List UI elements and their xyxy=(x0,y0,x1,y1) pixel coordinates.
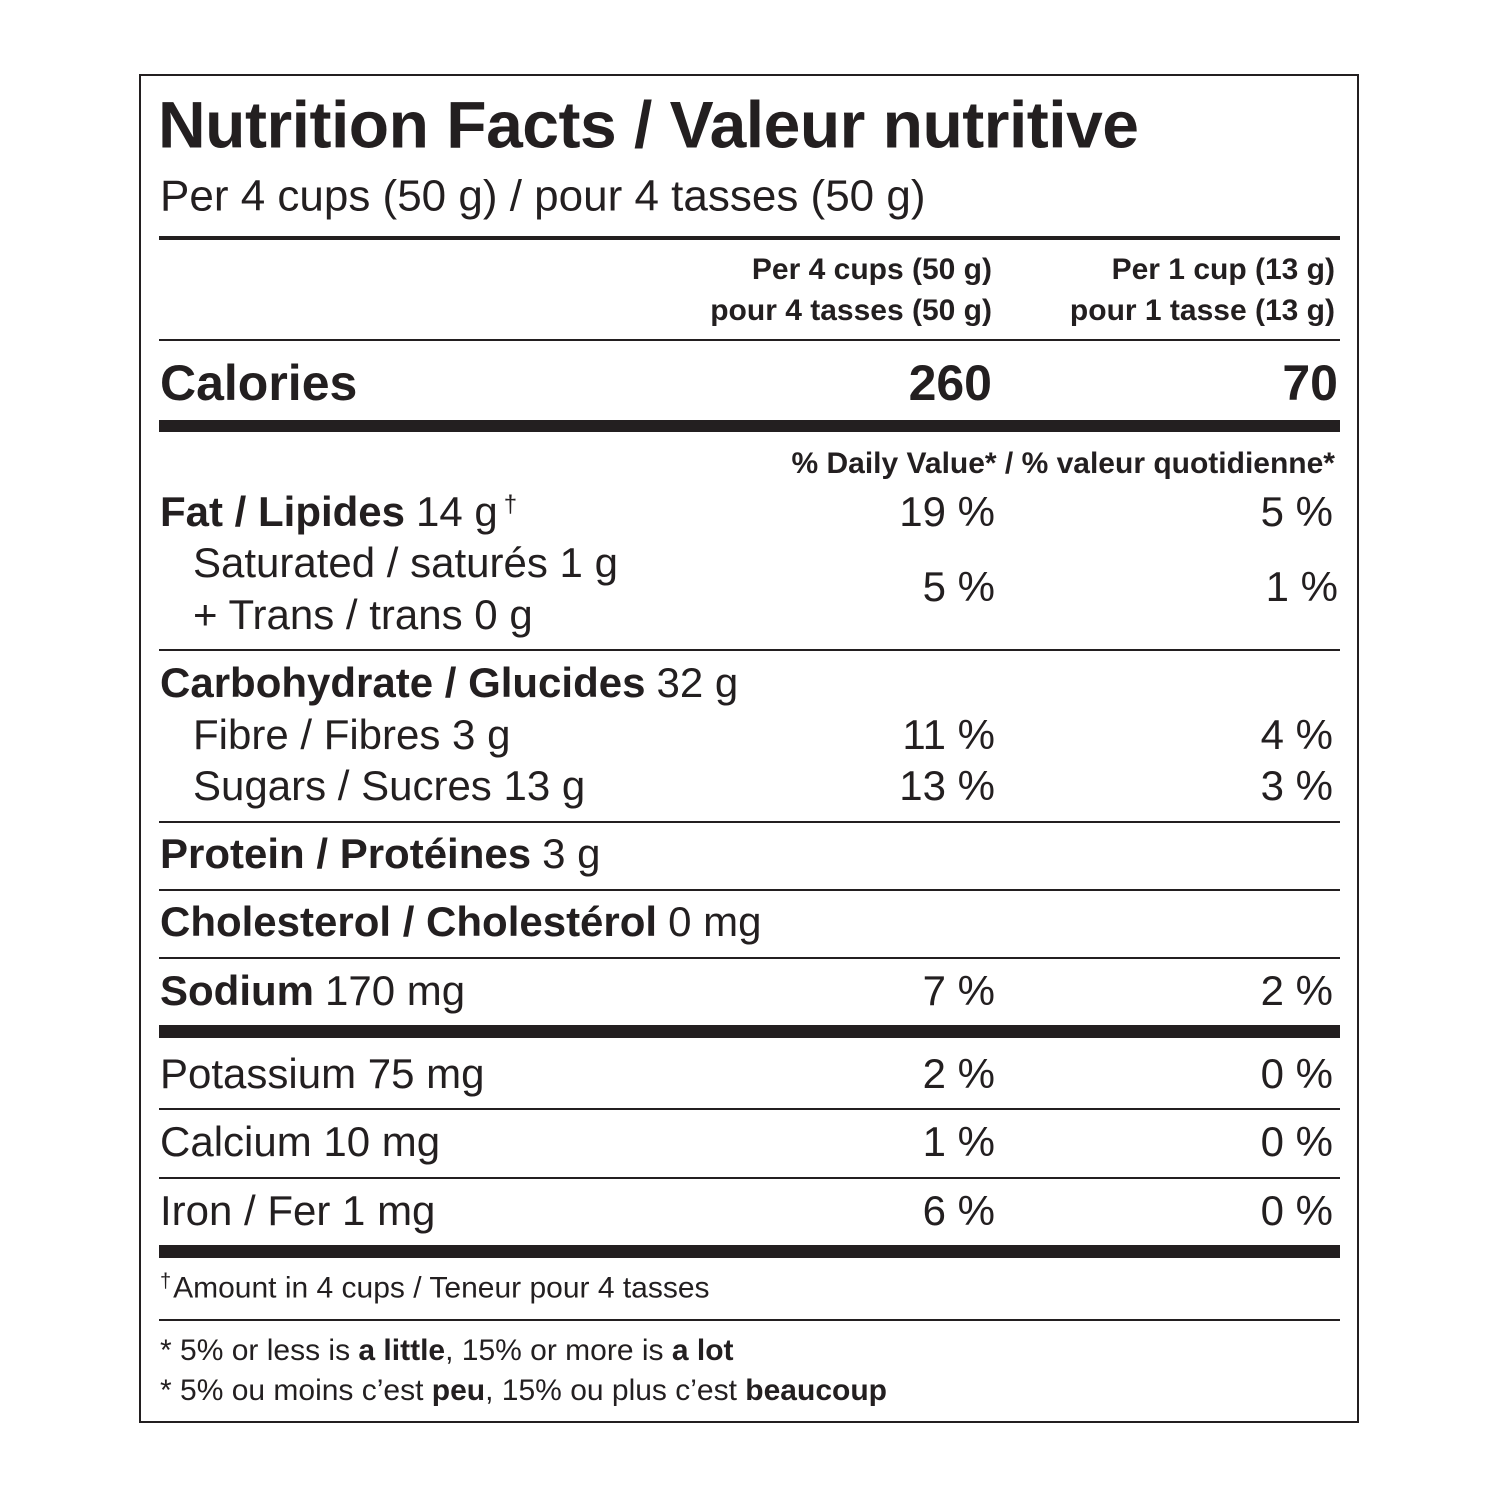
rule xyxy=(159,1177,1340,1179)
nutrient-line: Sugars / Sucres 13 g xyxy=(193,761,586,809)
dv-value: 1 % xyxy=(922,1117,995,1165)
nutrient-line: Fibre / Fibres 3 g xyxy=(193,710,511,758)
calories-label: Calories xyxy=(160,355,358,411)
nutrient-line: Potassium 75 mg xyxy=(160,1049,485,1097)
dv-value: 19 % xyxy=(899,487,995,535)
nutrient-name: Cholesterol / Cholestérol xyxy=(160,897,658,945)
nutrient-name: Sodium xyxy=(160,966,314,1014)
dv-value: 0 % xyxy=(1260,1186,1333,1234)
rule xyxy=(159,339,1340,341)
nutrient-line: + Trans / trans 0 g xyxy=(193,590,533,638)
nutrient-row: Carbohydrate / Glucides 32 g xyxy=(160,658,738,708)
nutrient-line: Calcium 10 mg xyxy=(160,1117,441,1165)
title: Nutrition Facts / Valeur nutritive xyxy=(158,87,1139,162)
dv-value: 2 % xyxy=(922,1049,995,1097)
guide-line: * 5% or less is a little, 15% or more is… xyxy=(160,1333,734,1369)
nutrient-line: Saturated / saturés 1 g xyxy=(193,538,618,586)
dv-value: 13 % xyxy=(899,761,995,809)
guide-emphasis: a lot xyxy=(671,1334,734,1367)
nutrient-amount: 3 g xyxy=(542,829,601,877)
dv-value: 7 % xyxy=(922,966,995,1014)
dv-value: 5 % xyxy=(922,562,995,610)
rule xyxy=(159,1108,1340,1110)
rule xyxy=(159,889,1340,891)
guide-text: , 15% or more is xyxy=(445,1334,672,1367)
thick-rule xyxy=(159,420,1340,432)
footnote-mark: † xyxy=(503,490,518,518)
column-header: Per 4 cups (50 g) xyxy=(751,253,992,286)
nutrient-row: Protein / Protéines 3 g xyxy=(160,829,600,879)
rule xyxy=(159,1319,1340,1321)
rule xyxy=(159,821,1340,823)
dv-value: 4 % xyxy=(1260,710,1333,758)
guide-line: * 5% ou moins c’est peu, 15% ou plus c’e… xyxy=(160,1373,887,1409)
guide-emphasis: a little xyxy=(358,1334,446,1367)
nutrient-name: Carbohydrate / Glucides xyxy=(160,658,646,706)
nutrient-row: Sodium 170 mg xyxy=(160,966,465,1016)
rule xyxy=(159,236,1340,240)
thick-rule xyxy=(159,1245,1340,1258)
thick-rule xyxy=(159,1025,1340,1038)
nutrient-row: Fat / Lipides 14 g † xyxy=(160,487,517,537)
nutrient-amount: 32 g xyxy=(656,658,739,706)
nutrient-line: Iron / Fer 1 mg xyxy=(160,1186,436,1234)
dv-value: 6 % xyxy=(922,1186,995,1234)
guide-emphasis: peu xyxy=(431,1374,486,1407)
dv-value: 5 % xyxy=(1260,487,1333,535)
column-header: pour 1 tasse (13 g) xyxy=(1069,294,1335,327)
footnote-text: Amount in 4 cups / Teneur pour 4 tasses xyxy=(173,1271,710,1305)
calories-value: 260 xyxy=(908,355,992,411)
nutrient-name: Protein / Protéines xyxy=(160,829,532,877)
rule xyxy=(159,957,1340,959)
guide-emphasis: beaucoup xyxy=(745,1374,887,1407)
nutrient-amount: 14 g xyxy=(416,487,498,535)
footnote: †Amount in 4 cups / Teneur pour 4 tasses xyxy=(160,1270,710,1307)
serving: Per 4 cups (50 g) / pour 4 tasses (50 g) xyxy=(160,171,926,221)
label-border xyxy=(139,74,1359,1423)
dv-value: 11 % xyxy=(902,710,995,758)
nutrient-amount: 170 mg xyxy=(325,966,466,1014)
dv-value: 0 % xyxy=(1260,1117,1333,1165)
guide-text: * 5% ou moins c’est xyxy=(160,1374,432,1407)
nutrient-amount: 0 mg xyxy=(668,897,762,945)
guide-text: , 15% ou plus c’est xyxy=(485,1374,746,1407)
dv-value: 3 % xyxy=(1260,761,1333,809)
rule xyxy=(159,649,1340,651)
column-header: pour 4 tasses (50 g) xyxy=(710,294,992,327)
dv-value: 2 % xyxy=(1260,966,1333,1014)
dv-header: % Daily Value* / % valeur quotidienne* xyxy=(791,447,1335,480)
dv-value: 0 % xyxy=(1260,1049,1333,1097)
guide-text: * 5% or less is xyxy=(160,1334,359,1367)
nutrient-name: Fat / Lipides xyxy=(160,487,406,535)
footnote-mark: † xyxy=(160,1270,172,1293)
calories-value: 70 xyxy=(1282,355,1338,411)
column-header: Per 1 cup (13 g) xyxy=(1111,253,1335,286)
dv-value: 1 % xyxy=(1265,562,1338,610)
nutrient-row: Cholesterol / Cholestérol 0 mg xyxy=(160,897,761,947)
